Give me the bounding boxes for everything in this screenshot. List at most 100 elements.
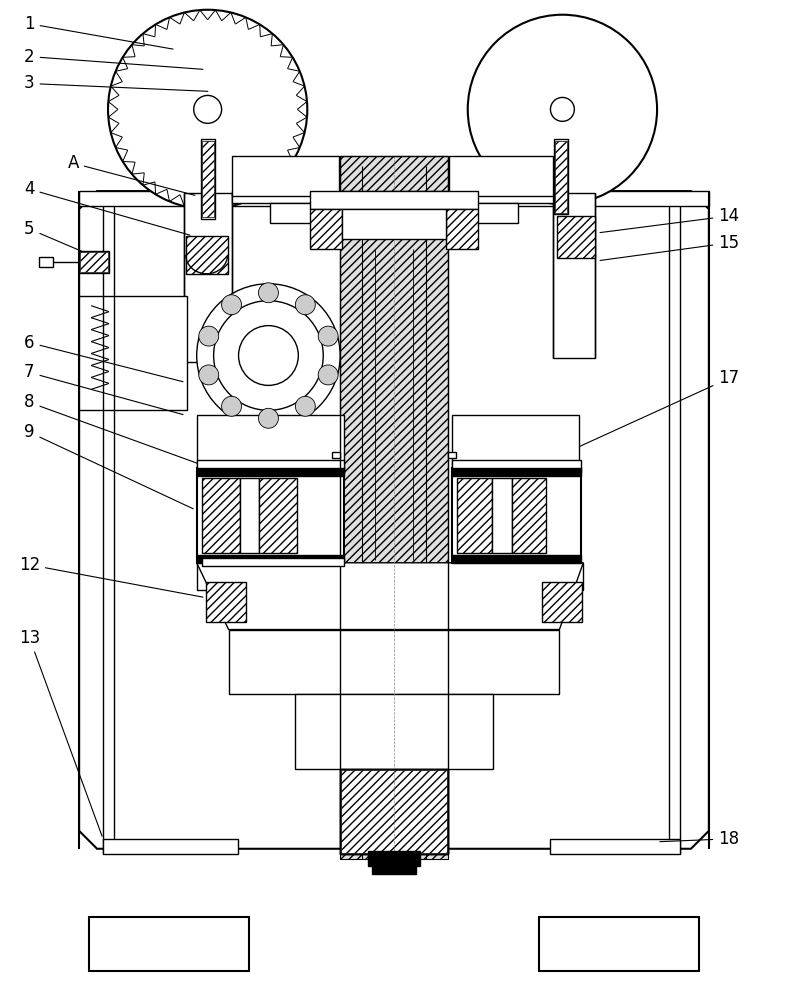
Polygon shape xyxy=(79,191,709,849)
Bar xyxy=(205,582,246,622)
Text: 17: 17 xyxy=(574,369,739,449)
Bar xyxy=(271,203,518,223)
Circle shape xyxy=(258,283,279,303)
Bar xyxy=(340,769,448,854)
Bar xyxy=(183,193,231,362)
Bar xyxy=(456,478,492,553)
Bar xyxy=(79,296,187,410)
Text: 13: 13 xyxy=(19,629,102,836)
Circle shape xyxy=(295,396,316,416)
Circle shape xyxy=(222,295,242,315)
Circle shape xyxy=(258,408,279,428)
Bar xyxy=(542,582,582,622)
Circle shape xyxy=(318,365,338,385)
Bar xyxy=(310,209,342,249)
Bar xyxy=(197,460,344,472)
Text: 9: 9 xyxy=(24,423,193,509)
Polygon shape xyxy=(197,563,344,590)
Bar xyxy=(231,156,339,196)
Bar xyxy=(39,257,54,267)
Bar xyxy=(197,415,344,473)
Bar xyxy=(231,191,553,203)
Bar xyxy=(539,917,699,971)
Bar xyxy=(512,478,546,553)
Circle shape xyxy=(199,326,219,346)
Text: 5: 5 xyxy=(24,220,106,262)
Text: 15: 15 xyxy=(600,234,739,260)
Bar xyxy=(260,478,297,553)
Text: 6: 6 xyxy=(24,334,183,382)
Polygon shape xyxy=(452,563,583,590)
Bar xyxy=(79,251,109,273)
Text: 3: 3 xyxy=(24,74,208,92)
Bar xyxy=(239,478,260,553)
Text: 18: 18 xyxy=(660,830,739,848)
Bar xyxy=(452,468,582,563)
Bar xyxy=(445,209,478,249)
Circle shape xyxy=(318,326,338,346)
Bar xyxy=(452,460,582,472)
Text: 14: 14 xyxy=(600,207,739,233)
Bar xyxy=(197,555,344,563)
Bar xyxy=(89,917,249,971)
Bar xyxy=(310,209,342,249)
Bar xyxy=(295,694,493,769)
Bar xyxy=(340,769,448,854)
Bar xyxy=(79,191,709,206)
Bar xyxy=(260,478,297,553)
Bar xyxy=(557,216,595,258)
Bar xyxy=(197,468,344,563)
Bar xyxy=(342,209,445,239)
Text: A: A xyxy=(68,154,195,195)
Bar xyxy=(456,478,492,553)
Text: 2: 2 xyxy=(24,48,203,69)
Bar xyxy=(201,558,344,566)
Bar xyxy=(201,141,213,217)
Bar xyxy=(512,478,546,553)
Bar xyxy=(205,582,246,622)
Circle shape xyxy=(213,301,323,410)
Bar xyxy=(557,216,595,258)
Bar xyxy=(550,839,680,854)
Text: 1: 1 xyxy=(24,15,173,49)
Bar xyxy=(452,555,582,563)
Text: 7: 7 xyxy=(24,363,183,415)
Bar xyxy=(80,252,108,272)
Bar xyxy=(368,851,420,866)
Circle shape xyxy=(222,396,242,416)
Text: 4: 4 xyxy=(24,180,190,235)
Bar xyxy=(201,139,215,219)
Bar xyxy=(186,236,227,274)
Polygon shape xyxy=(197,563,583,630)
Circle shape xyxy=(550,97,575,121)
Bar xyxy=(197,468,344,476)
Circle shape xyxy=(108,10,307,209)
Bar xyxy=(452,468,582,476)
Circle shape xyxy=(194,95,222,123)
Bar xyxy=(556,141,567,213)
Bar xyxy=(553,193,595,358)
Text: 8: 8 xyxy=(24,393,208,467)
Polygon shape xyxy=(340,156,448,859)
Bar xyxy=(372,866,416,874)
Bar xyxy=(332,452,340,458)
Circle shape xyxy=(199,365,219,385)
Bar xyxy=(448,452,456,458)
Bar xyxy=(228,630,560,694)
Bar xyxy=(340,156,448,854)
Bar xyxy=(186,236,227,274)
Bar xyxy=(201,478,239,553)
Bar xyxy=(201,478,239,553)
Bar xyxy=(342,770,447,853)
Text: 12: 12 xyxy=(19,556,203,597)
Bar xyxy=(445,209,478,249)
Circle shape xyxy=(238,326,298,385)
Bar xyxy=(310,191,478,209)
Circle shape xyxy=(467,15,657,204)
Bar xyxy=(542,582,582,622)
Bar xyxy=(492,478,512,553)
Bar xyxy=(452,415,579,473)
Circle shape xyxy=(197,284,340,427)
Circle shape xyxy=(295,295,316,315)
Bar xyxy=(449,156,553,196)
